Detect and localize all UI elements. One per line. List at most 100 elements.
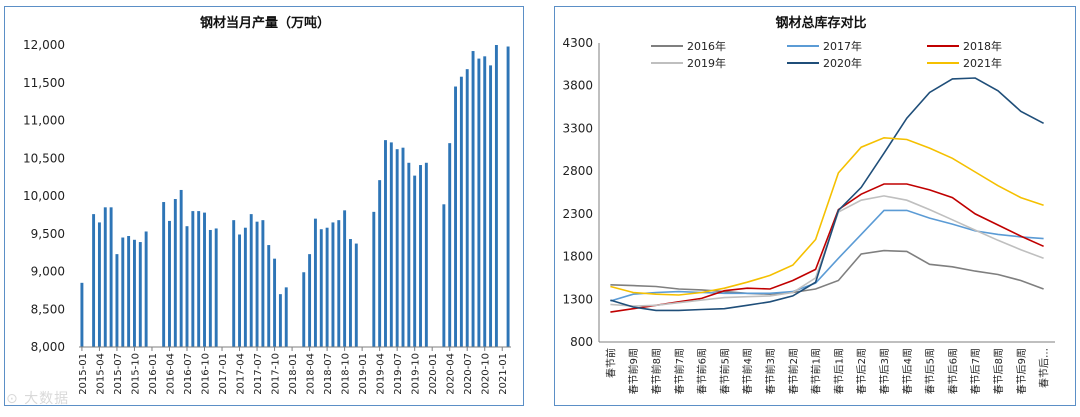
bar (483, 56, 487, 347)
series-line-2016年 (610, 249, 1044, 296)
x-tick-label: 2020-07 (463, 353, 474, 395)
x-tick-label: 春节后1周 (833, 348, 845, 394)
y-tick-label: 10,000 (23, 189, 65, 203)
x-tick-label: 春节前8周 (650, 348, 663, 394)
bar (378, 180, 382, 347)
bar (331, 222, 335, 347)
x-tick-label: 春节前4周 (741, 348, 754, 394)
x-tick-label: 2019-07 (393, 353, 404, 395)
bar (442, 204, 446, 347)
bar (214, 228, 218, 347)
bar (243, 227, 247, 347)
production-chart-panel: 钢材当月产量（万吨） 8,000 8,500 9,000 9,500 10,000 10,… (4, 6, 524, 406)
legend-label: 2017年 (823, 39, 862, 53)
y-tick-label: 9,500 (31, 227, 65, 241)
x-tick-label: 2019-01 (358, 353, 369, 395)
bar (459, 76, 463, 348)
bar (127, 236, 131, 347)
bar (97, 222, 101, 347)
bar (162, 202, 166, 347)
bar (419, 165, 422, 347)
y-tick-label: 3300 (562, 121, 593, 135)
bar (506, 46, 510, 347)
x-tick-label: 2020-01 (428, 353, 439, 395)
bar (121, 237, 125, 347)
production-x-axis: 2015-01 2015-04 2015-07 2015-10 2016-01 2016-… (78, 346, 511, 395)
bar (424, 162, 428, 347)
bar (477, 58, 481, 348)
series-line-2017年 (610, 209, 1044, 302)
inventory-chart-title: 钢材总库存对比 (775, 15, 866, 31)
x-tick-label: 2016-07 (183, 353, 194, 395)
bar (372, 211, 376, 347)
bar (144, 231, 148, 347)
bar (273, 258, 277, 347)
x-tick-label: 春节前2周 (787, 348, 800, 394)
y-tick-label: 8,500 (31, 302, 65, 316)
bar (255, 221, 259, 347)
x-tick-label: 春节后3周 (879, 348, 891, 394)
x-tick-label: 春节后2周 (856, 348, 868, 394)
bar (337, 220, 341, 347)
bar (354, 243, 358, 347)
inventory-chart-panel: 钢材总库存对比 800 1300 1800 2300 2800 3300 3800 4300 … (554, 6, 1076, 406)
production-bar-chart: 钢材当月产量（万吨） 8,000 8,500 9,000 9,500 10,000 10,… (23, 15, 511, 395)
x-tick-label: 春节前3周 (764, 348, 777, 394)
bar (232, 220, 236, 347)
x-tick-label: 春节前1周 (810, 348, 823, 394)
x-tick-label: 2015-10 (130, 353, 141, 395)
x-tick-label: 春节前7周 (673, 348, 686, 394)
bar (92, 214, 96, 347)
bar (313, 218, 317, 347)
x-tick-label: 春节前6周 (696, 348, 709, 394)
bar (173, 199, 177, 347)
bar (261, 220, 265, 347)
x-tick-label: 春节后… (1039, 348, 1051, 388)
x-tick-label: 春节前9周 (627, 348, 640, 394)
bar (308, 254, 312, 347)
x-tick-label: 2015-01 (78, 353, 89, 395)
production-chart-title: 钢材当月产量（万吨） (200, 15, 330, 31)
x-tick-label: 春节后5周 (925, 348, 937, 394)
inventory-lines (610, 77, 1044, 313)
bar (249, 214, 253, 347)
bar (208, 229, 212, 347)
bar (395, 149, 399, 347)
bar (349, 239, 352, 347)
y-tick-label: 2300 (562, 207, 593, 221)
x-tick-label: 2016-10 (201, 353, 212, 395)
bar (302, 272, 306, 347)
bar (494, 45, 498, 347)
legend-label: 2016年 (687, 39, 726, 53)
y-tick-label: 800 (570, 335, 593, 349)
bar (448, 143, 452, 347)
bar (454, 86, 457, 348)
x-tick-label: 春节后4周 (902, 348, 914, 394)
bar (401, 147, 405, 347)
x-tick-label: 春节后9周 (1016, 348, 1028, 394)
y-tick-label: 4300 (562, 36, 593, 50)
x-tick-label: 2018-10 (341, 353, 352, 395)
bar (278, 294, 282, 347)
bar (413, 175, 417, 347)
x-tick-label: 春节后7周 (970, 348, 982, 394)
x-tick-label: 2015-07 (113, 353, 124, 395)
bar (489, 65, 493, 347)
bar (267, 245, 271, 347)
x-tick-label: 春节前 (604, 348, 617, 378)
x-tick-label: 2017-01 (218, 353, 229, 395)
x-tick-label: 2016-01 (148, 353, 159, 395)
bar (284, 287, 288, 347)
y-tick-label: 11,500 (23, 76, 65, 90)
x-tick-label: 2021-01 (498, 353, 509, 395)
series-line-2019年 (610, 195, 1044, 307)
y-tick-label: 2800 (562, 164, 593, 178)
bar (238, 234, 241, 347)
x-tick-label: 2017-07 (253, 353, 264, 395)
y-tick-label: 3800 (562, 79, 593, 93)
x-tick-label: 2020-10 (481, 353, 492, 395)
series-line-2020年 (610, 77, 1044, 312)
y-tick-label: 1300 (562, 292, 593, 306)
bar (389, 142, 393, 347)
inventory-x-axis: 春节前 春节前9周 春节前8周 春节前7周 春节前6周 春节前5周 春节前4周 春节前3周 春节… (599, 341, 1055, 394)
